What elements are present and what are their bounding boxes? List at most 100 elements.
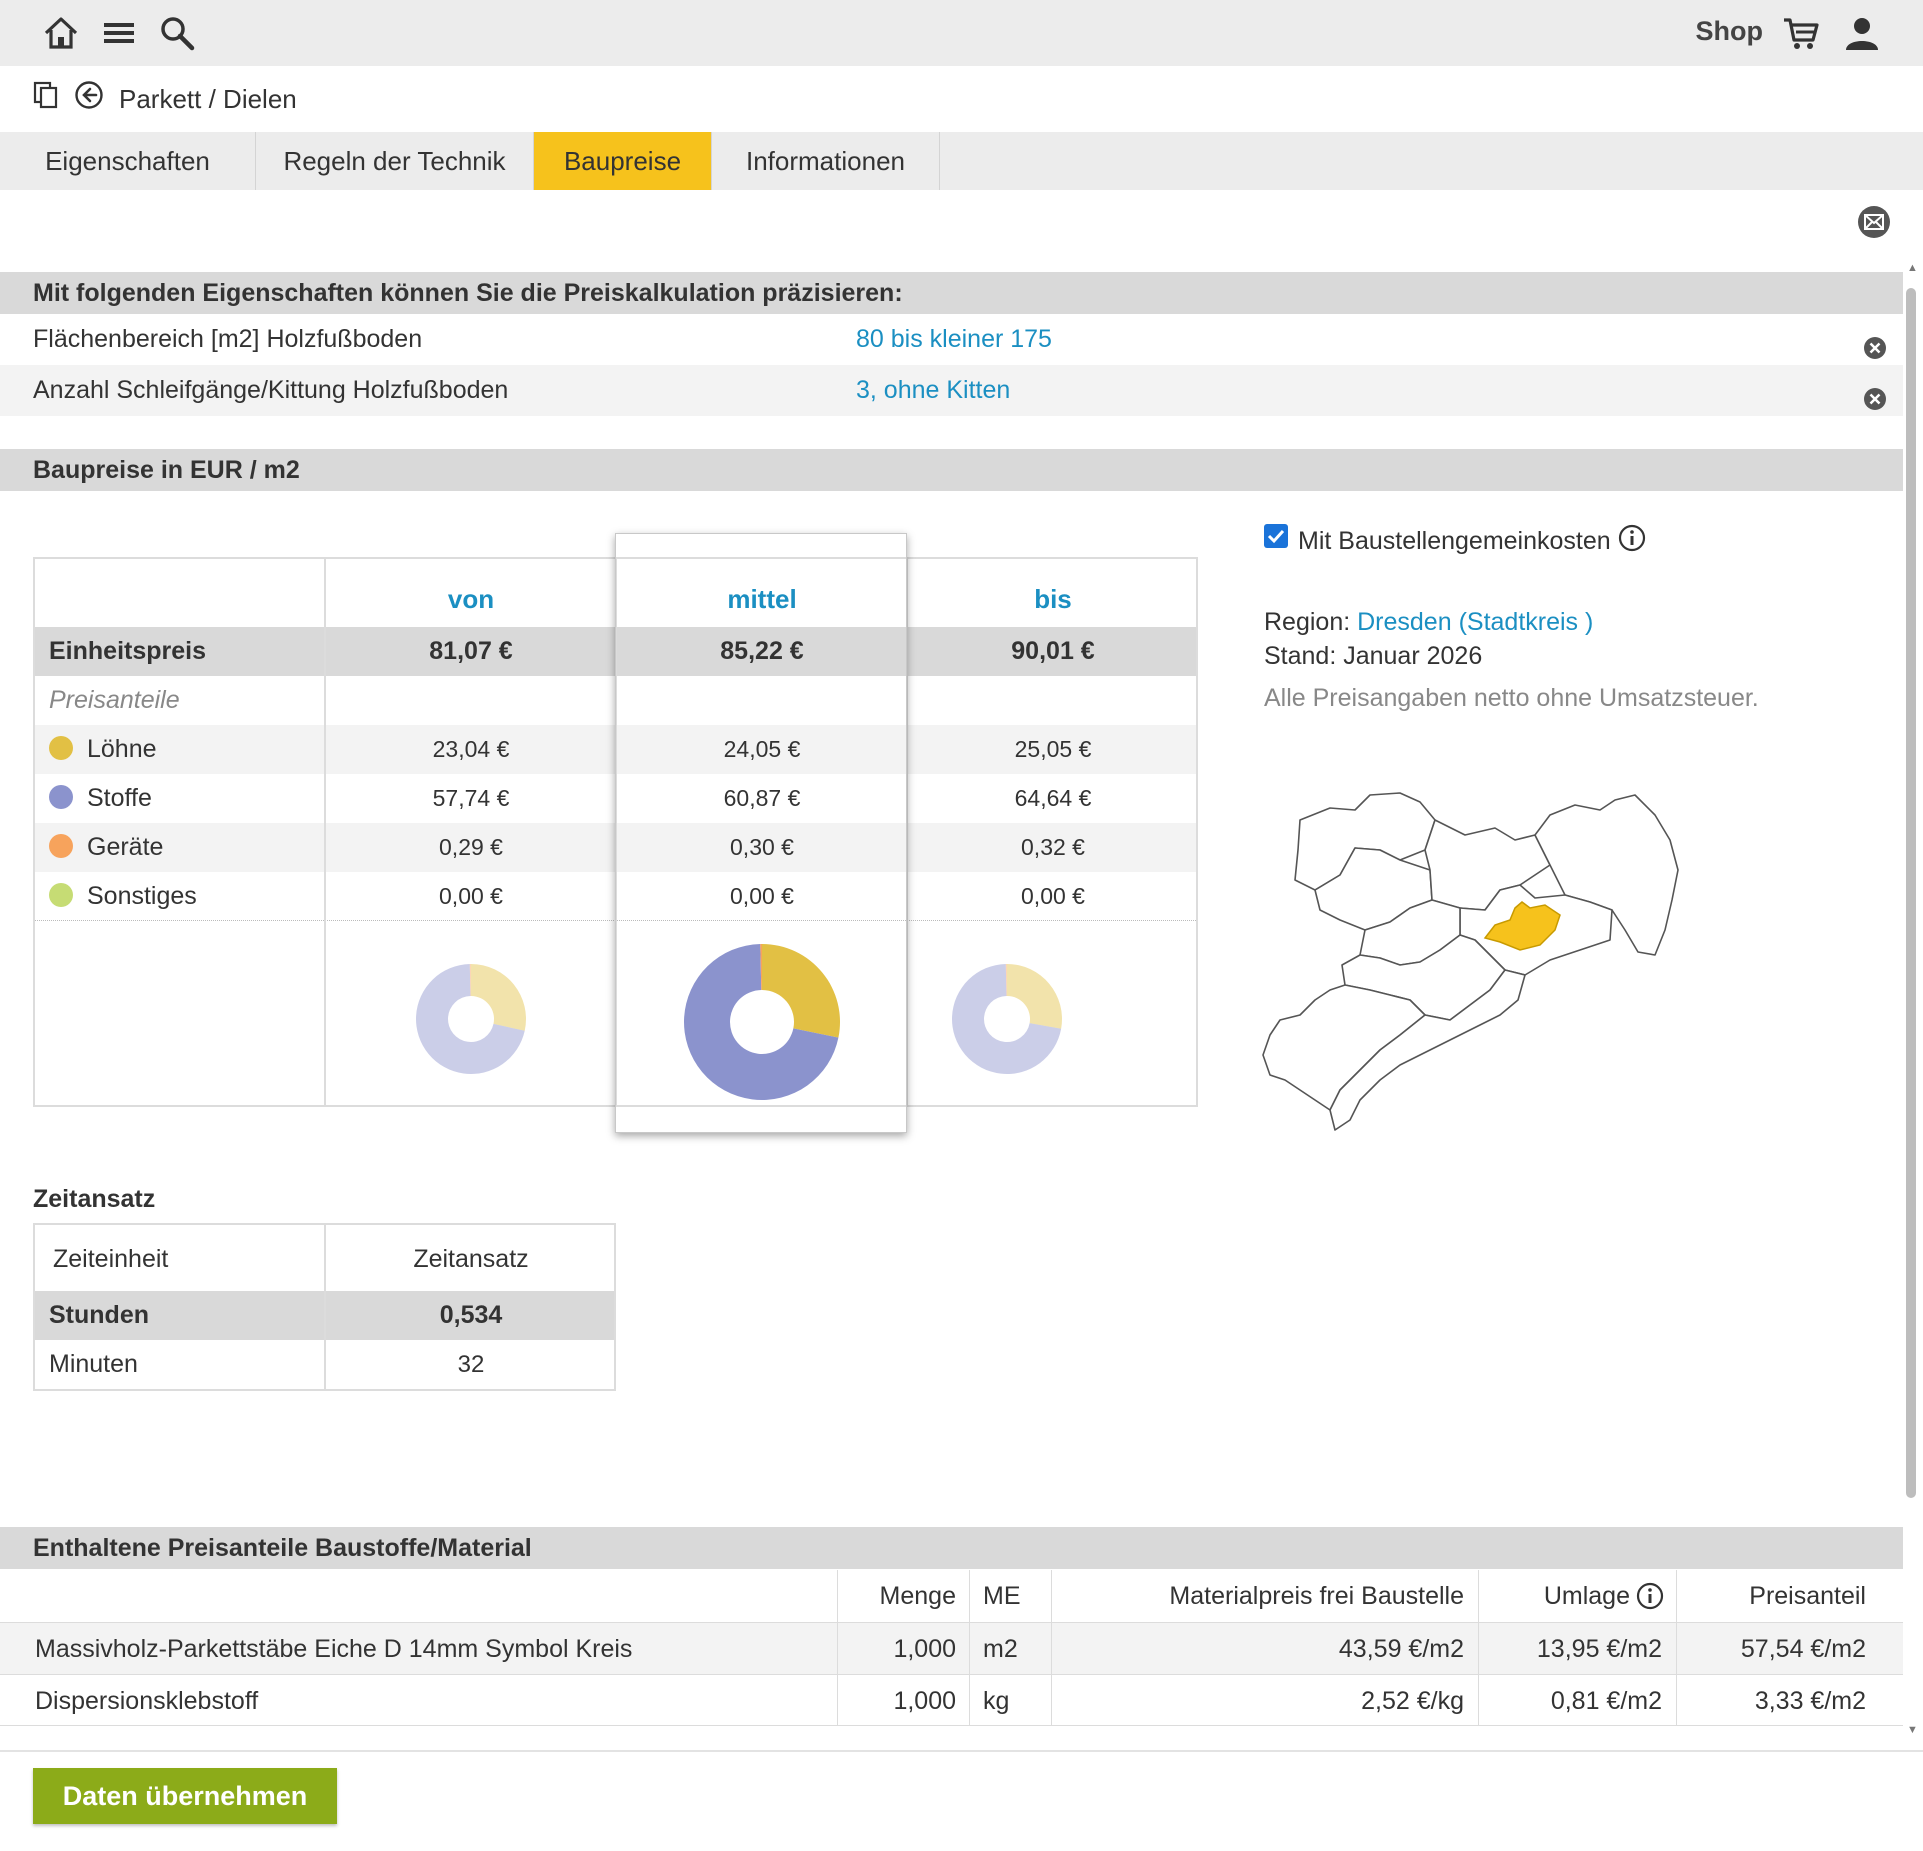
- share-value: 24,05 €: [723, 736, 801, 762]
- material-preis: 2,52 €/kg: [1361, 1687, 1464, 1715]
- col-menge: Menge: [879, 1582, 956, 1610]
- divider: [324, 1225, 326, 1389]
- material-preisanteil: 57,54 €/m2: [1740, 1635, 1866, 1663]
- donut-slice-stoffe: [952, 964, 1062, 1074]
- back-icon[interactable]: [74, 80, 104, 117]
- material-name: Massivholz-Parkettstäbe Eiche D 14mm Sym…: [35, 1635, 633, 1663]
- zeit-label: Stunden: [49, 1301, 149, 1329]
- share-value: 0,00 €: [1021, 883, 1085, 909]
- cart-icon[interactable]: [1780, 12, 1822, 54]
- shop-link[interactable]: Shop: [1695, 16, 1764, 46]
- share-row-stoffe: Stoffe 57,74 € 60,87 € 64,64 €: [35, 774, 1196, 823]
- region-map[interactable]: [1260, 790, 1740, 1170]
- highlighted-column-mittel: [615, 533, 907, 1133]
- material-preisanteil: 3,33 €/m2: [1754, 1687, 1866, 1715]
- unit-price-bis: 90,01 €: [1011, 637, 1095, 665]
- divider: [324, 559, 326, 1105]
- share-label: Löhne: [35, 725, 325, 774]
- share-value: 0,32 €: [1021, 834, 1085, 860]
- legend-dot: [49, 785, 73, 810]
- col-me: ME: [983, 1582, 1021, 1610]
- material-row: Dispersionsklebstoff 1,000 kg 2,52 €/kg …: [0, 1674, 1903, 1726]
- legend-dot: [49, 883, 73, 908]
- tab-informationen[interactable]: Informationen: [712, 132, 940, 190]
- share-value: 0,00 €: [730, 883, 794, 909]
- divider: [1051, 1570, 1052, 1726]
- donut-slice-löhne: [762, 944, 840, 1038]
- material-name: Dispersionsklebstoff: [35, 1687, 259, 1715]
- material-umlage: 13,95 €/m2: [1536, 1635, 1662, 1663]
- donut-slice-löhne: [471, 964, 526, 1031]
- checkbox-baustellengemeinkosten[interactable]: [1263, 523, 1289, 556]
- property-row: Anzahl Schleifgänge/Kittung Holzfußboden…: [0, 365, 1903, 416]
- material-menge: 1,000: [893, 1687, 956, 1715]
- daten-uebernehmen-button[interactable]: Daten übernehmen: [33, 1768, 337, 1824]
- zeit-head-value: Zeitansatz: [413, 1245, 529, 1273]
- shares-label-row: Preisanteile: [35, 676, 1196, 725]
- stand-text: Stand: Januar 2026: [1264, 642, 1483, 670]
- home-icon[interactable]: [40, 12, 82, 54]
- tab-eigenschaften[interactable]: Eigenschaften: [0, 132, 256, 190]
- unit-price-von: 81,07 €: [429, 637, 513, 665]
- region-link[interactable]: Dresden (Stadtkreis ): [1357, 608, 1594, 636]
- info-icon[interactable]: [1636, 1582, 1664, 1617]
- unit-price-mittel: 85,22 €: [720, 637, 804, 665]
- search-icon[interactable]: [156, 12, 198, 54]
- share-value: 23,04 €: [432, 736, 510, 762]
- col-materialpreis: Materialpreis frei Baustelle: [1169, 1582, 1464, 1610]
- divider: [906, 559, 908, 1105]
- share-label: Geräte: [35, 823, 325, 872]
- share-value: 0,30 €: [730, 834, 794, 860]
- checkbox-label: Mit Baustellengemeinkosten: [1298, 527, 1611, 555]
- legend-dot: [49, 834, 73, 859]
- material-table-header: Menge ME Materialpreis frei Baustelle Um…: [0, 1570, 1903, 1622]
- menu-icon[interactable]: [98, 12, 140, 54]
- mail-icon[interactable]: [1857, 205, 1891, 246]
- donut-slice-geräte: [1005, 964, 1007, 997]
- user-icon[interactable]: [1841, 12, 1883, 54]
- zeit-row-minuten: Minuten 32: [35, 1340, 614, 1389]
- share-value: 60,87 €: [723, 785, 801, 811]
- column-header-bis: bis: [1034, 584, 1072, 614]
- share-label: Sonstiges: [35, 872, 325, 921]
- divider: [0, 1750, 1923, 1752]
- property-value-link[interactable]: 80 bis kleiner 175: [856, 325, 1052, 353]
- property-value-link[interactable]: 3, ohne Kitten: [856, 376, 1011, 404]
- highlighted-region-dresden: [1483, 901, 1561, 951]
- properties-header: Mit folgenden Eigenschaften können Sie d…: [0, 272, 1903, 314]
- tab-bar: Eigenschaften Regeln der Technik Bauprei…: [0, 132, 1923, 190]
- top-bar: Shop: [0, 0, 1923, 66]
- info-icon[interactable]: [1618, 524, 1646, 559]
- share-value: 0,29 €: [439, 834, 503, 860]
- divider: [1676, 1570, 1677, 1726]
- donut-chart-mittel: [684, 944, 840, 1100]
- donut-slice-stoffe: [416, 964, 525, 1074]
- share-value: 25,05 €: [1014, 736, 1092, 762]
- remove-icon[interactable]: [1863, 378, 1887, 410]
- tab-baupreise[interactable]: Baupreise: [534, 132, 712, 190]
- scrollbar[interactable]: ▲ ▼: [1904, 262, 1918, 1742]
- zeit-value: 0,534: [439, 1301, 503, 1329]
- zeit-title: Zeitansatz: [33, 1185, 156, 1213]
- remove-icon[interactable]: [1863, 327, 1887, 359]
- property-label: Flächenbereich [m2] Holzfußboden: [33, 325, 423, 353]
- divider: [1478, 1570, 1479, 1726]
- tab-regeln-der-technik[interactable]: Regeln der Technik: [256, 132, 534, 190]
- donut-slice-stoffe: [684, 944, 839, 1100]
- column-header-von: von: [447, 584, 495, 614]
- region-line: Region: Dresden (Stadtkreis ): [1264, 608, 1593, 637]
- share-value: 64,64 €: [1014, 785, 1092, 811]
- share-value: 0,00 €: [439, 883, 503, 909]
- donut-slice-geräte: [469, 964, 471, 997]
- zeit-label: Minuten: [49, 1350, 138, 1378]
- copy-icon[interactable]: [32, 80, 60, 117]
- scroll-down-icon[interactable]: ▼: [1907, 1724, 1918, 1736]
- material-me: m2: [983, 1635, 1018, 1663]
- divider: [969, 1570, 970, 1726]
- scrollbar-thumb[interactable]: [1906, 288, 1916, 1498]
- scroll-up-icon[interactable]: ▲: [1907, 262, 1918, 274]
- donut-slice-geräte: [760, 944, 762, 991]
- material-me: kg: [983, 1687, 1010, 1715]
- unit-price-label: Einheitspreis: [49, 637, 206, 665]
- share-value: 57,74 €: [432, 785, 510, 811]
